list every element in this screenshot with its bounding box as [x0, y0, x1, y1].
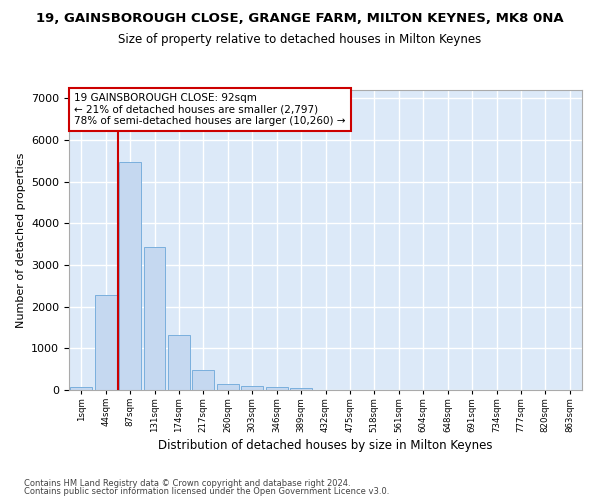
Text: 19 GAINSBOROUGH CLOSE: 92sqm
← 21% of detached houses are smaller (2,797)
78% of: 19 GAINSBOROUGH CLOSE: 92sqm ← 21% of de…	[74, 93, 346, 126]
Bar	[143, 246, 166, 390]
Bar	[241, 386, 263, 390]
Y-axis label: Number of detached properties: Number of detached properties	[16, 152, 26, 328]
Text: Contains HM Land Registry data © Crown copyright and database right 2024.: Contains HM Land Registry data © Crown c…	[24, 478, 350, 488]
Bar	[217, 384, 239, 390]
Bar	[290, 388, 312, 390]
Text: Contains public sector information licensed under the Open Government Licence v3: Contains public sector information licen…	[24, 487, 389, 496]
Bar	[95, 296, 116, 390]
Bar	[70, 386, 92, 390]
Text: Size of property relative to detached houses in Milton Keynes: Size of property relative to detached ho…	[118, 32, 482, 46]
Bar	[168, 336, 190, 390]
Text: 19, GAINSBOROUGH CLOSE, GRANGE FARM, MILTON KEYNES, MK8 0NA: 19, GAINSBOROUGH CLOSE, GRANGE FARM, MIL…	[36, 12, 564, 26]
Bar	[119, 162, 141, 390]
X-axis label: Distribution of detached houses by size in Milton Keynes: Distribution of detached houses by size …	[158, 439, 493, 452]
Bar	[266, 387, 287, 390]
Bar	[193, 370, 214, 390]
